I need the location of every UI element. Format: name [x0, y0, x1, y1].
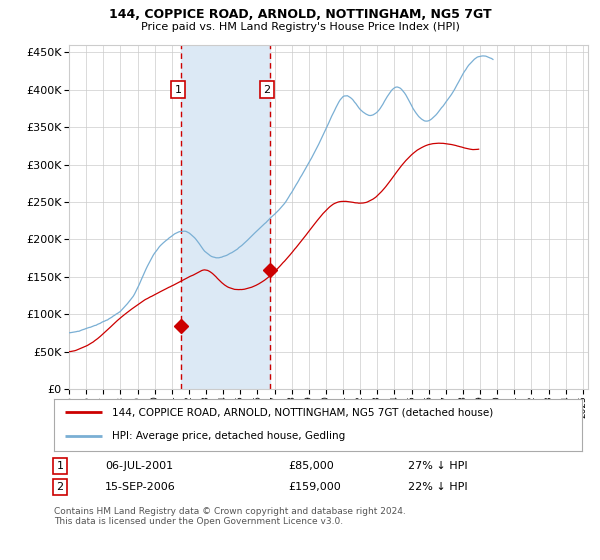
Text: 2: 2 — [56, 482, 64, 492]
Text: £85,000: £85,000 — [288, 461, 334, 471]
Text: 1: 1 — [56, 461, 64, 471]
Text: 15-SEP-2006: 15-SEP-2006 — [105, 482, 176, 492]
Text: 1: 1 — [175, 85, 182, 95]
Text: 22% ↓ HPI: 22% ↓ HPI — [408, 482, 467, 492]
Text: 27% ↓ HPI: 27% ↓ HPI — [408, 461, 467, 471]
Text: 2: 2 — [263, 85, 271, 95]
Text: Contains HM Land Registry data © Crown copyright and database right 2024.
This d: Contains HM Land Registry data © Crown c… — [54, 507, 406, 526]
Text: £159,000: £159,000 — [288, 482, 341, 492]
Text: HPI: Average price, detached house, Gedling: HPI: Average price, detached house, Gedl… — [112, 431, 346, 441]
Text: 144, COPPICE ROAD, ARNOLD, NOTTINGHAM, NG5 7GT: 144, COPPICE ROAD, ARNOLD, NOTTINGHAM, N… — [109, 8, 491, 21]
Text: 144, COPPICE ROAD, ARNOLD, NOTTINGHAM, NG5 7GT (detached house): 144, COPPICE ROAD, ARNOLD, NOTTINGHAM, N… — [112, 407, 493, 417]
Text: 06-JUL-2001: 06-JUL-2001 — [105, 461, 173, 471]
Text: Price paid vs. HM Land Registry's House Price Index (HPI): Price paid vs. HM Land Registry's House … — [140, 22, 460, 32]
Bar — [181, 45, 269, 389]
